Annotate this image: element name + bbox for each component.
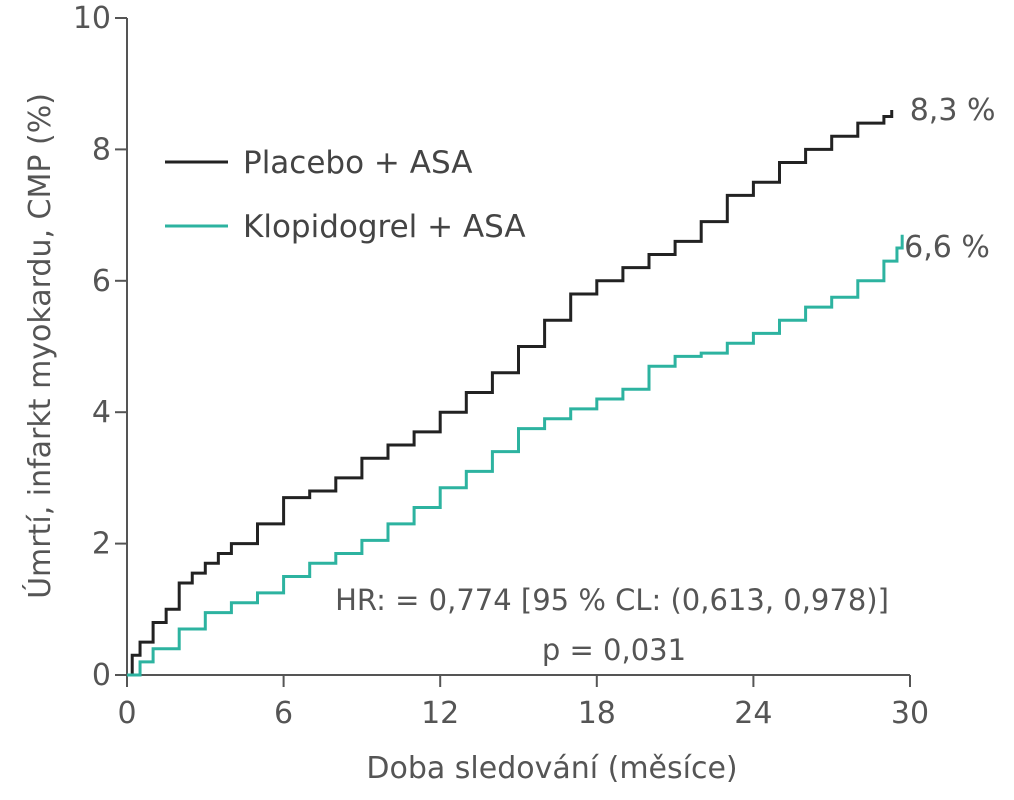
legend: Placebo + ASA Klopidogrel + ASA bbox=[165, 145, 526, 245]
end-label-placebo: 8,3 % bbox=[910, 93, 996, 128]
x-tick-label: 24 bbox=[734, 696, 772, 731]
p-value-annotation: p = 0,031 bbox=[542, 633, 686, 667]
x-tick-label: 30 bbox=[891, 696, 929, 731]
x-tick-label: 0 bbox=[117, 696, 136, 731]
series-layer: 8,3 % 6,6 % bbox=[127, 93, 996, 677]
series-line-klopidogrel bbox=[127, 234, 904, 677]
series-line-placebo bbox=[127, 109, 894, 677]
legend-label-klopidogrel: Klopidogrel + ASA bbox=[243, 209, 526, 245]
hazard-ratio-annotation: HR: = 0,774 [95 % CL: (0,613, 0,978)] bbox=[335, 583, 889, 617]
x-tick-label: 18 bbox=[578, 696, 616, 731]
x-ticks: 0 6 12 18 24 30 bbox=[117, 675, 929, 731]
x-tick-label: 12 bbox=[421, 696, 459, 731]
y-axis-title: Úmrtí, infarkt myokardu, CMP (%) bbox=[21, 93, 58, 599]
y-tick-label: 10 bbox=[73, 1, 111, 36]
y-tick-label: 2 bbox=[92, 527, 111, 562]
y-tick-label: 8 bbox=[92, 132, 111, 167]
y-tick-label: 6 bbox=[92, 264, 111, 299]
y-ticks: 0 2 4 6 8 10 bbox=[73, 1, 127, 693]
end-label-klopidogrel: 6,6 % bbox=[904, 230, 990, 265]
y-tick-label: 4 bbox=[92, 395, 111, 430]
legend-label-placebo: Placebo + ASA bbox=[243, 145, 472, 181]
y-tick-label: 0 bbox=[92, 658, 111, 693]
x-tick-label: 6 bbox=[274, 696, 293, 731]
axes bbox=[126, 18, 910, 676]
x-axis-title: Doba sledování (měsíce) bbox=[366, 751, 737, 786]
